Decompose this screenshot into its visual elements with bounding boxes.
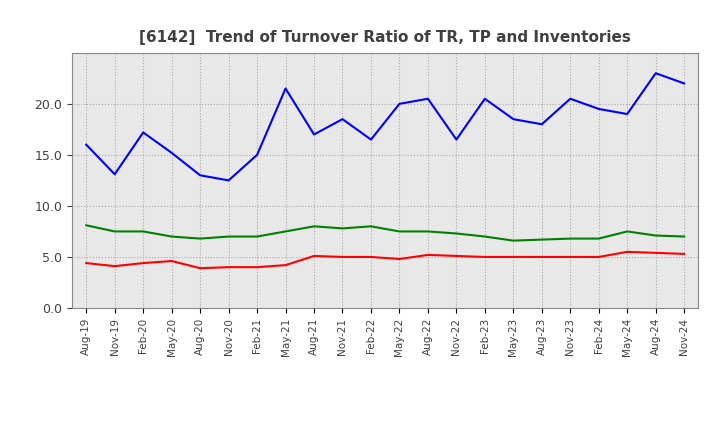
Trade Receivables [652, 250, 660, 256]
Trade Receivables [282, 263, 290, 268]
Trade Receivables [366, 254, 375, 260]
Inventories [82, 223, 91, 228]
Trade Payables [139, 130, 148, 135]
Trade Payables [110, 172, 119, 177]
Trade Receivables [110, 264, 119, 269]
Trade Payables [537, 121, 546, 127]
Trade Receivables [225, 264, 233, 270]
Inventories [225, 234, 233, 239]
Trade Receivables [310, 253, 318, 259]
Title: [6142]  Trend of Turnover Ratio of TR, TP and Inventories: [6142] Trend of Turnover Ratio of TR, TP… [139, 29, 631, 45]
Inventories [395, 229, 404, 234]
Trade Receivables [595, 254, 603, 260]
Trade Receivables [196, 266, 204, 271]
Trade Payables [338, 117, 347, 122]
Inventories [282, 229, 290, 234]
Inventories [139, 229, 148, 234]
Trade Receivables [537, 254, 546, 260]
Inventories [452, 231, 461, 236]
Inventories [423, 229, 432, 234]
Trade Receivables [139, 260, 148, 266]
Trade Payables [395, 101, 404, 106]
Trade Payables [480, 96, 489, 101]
Trade Payables [680, 81, 688, 86]
Trade Receivables [395, 257, 404, 262]
Trade Payables [167, 150, 176, 155]
Inventories [537, 237, 546, 242]
Inventories [595, 236, 603, 241]
Trade Payables [196, 172, 204, 178]
Trade Receivables [82, 260, 91, 266]
Trade Receivables [253, 264, 261, 270]
Trade Payables [452, 137, 461, 142]
Trade Payables [225, 178, 233, 183]
Trade Receivables [167, 258, 176, 264]
Inventories [566, 236, 575, 241]
Inventories [480, 234, 489, 239]
Inventories [110, 229, 119, 234]
Trade Payables [282, 86, 290, 91]
Inventories [310, 224, 318, 229]
Trade Receivables [452, 253, 461, 259]
Trade Payables [423, 96, 432, 101]
Trade Receivables [480, 254, 489, 260]
Inventories [196, 236, 204, 241]
Inventories [366, 224, 375, 229]
Trade Receivables [680, 251, 688, 257]
Line: Trade Payables: Trade Payables [86, 73, 684, 180]
Inventories [680, 234, 688, 239]
Line: Inventories: Inventories [86, 225, 684, 241]
Trade Payables [82, 142, 91, 147]
Inventories [167, 234, 176, 239]
Trade Payables [623, 111, 631, 117]
Line: Trade Receivables: Trade Receivables [86, 252, 684, 268]
Trade Payables [253, 152, 261, 158]
Trade Payables [509, 117, 518, 122]
Trade Receivables [423, 252, 432, 257]
Inventories [253, 234, 261, 239]
Trade Payables [595, 106, 603, 112]
Inventories [338, 226, 347, 231]
Inventories [623, 229, 631, 234]
Trade Receivables [566, 254, 575, 260]
Trade Receivables [509, 254, 518, 260]
Inventories [509, 238, 518, 243]
Trade Receivables [338, 254, 347, 260]
Inventories [652, 233, 660, 238]
Trade Payables [366, 137, 375, 142]
Trade Receivables [623, 249, 631, 254]
Trade Payables [310, 132, 318, 137]
Trade Payables [652, 70, 660, 76]
Trade Payables [566, 96, 575, 101]
